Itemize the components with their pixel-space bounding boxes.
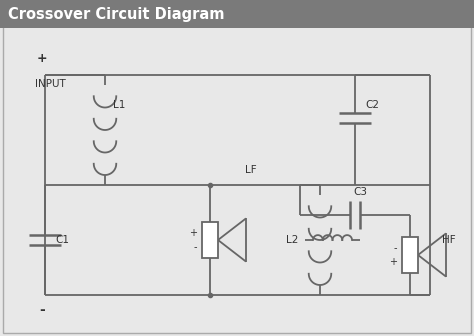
- Bar: [0, 0, 474, 28]
- Text: C1: C1: [55, 235, 69, 245]
- Text: L1: L1: [113, 100, 126, 110]
- Text: Crossover Circuit Diagram: Crossover Circuit Diagram: [8, 6, 225, 22]
- Text: INPUT: INPUT: [35, 79, 66, 89]
- Bar: [202, 222, 218, 258]
- Text: C3: C3: [353, 187, 367, 197]
- Bar: [402, 237, 418, 273]
- Text: LF: LF: [245, 165, 256, 175]
- Text: L2: L2: [286, 235, 298, 245]
- Text: +: +: [36, 52, 47, 65]
- Text: -: -: [393, 243, 397, 253]
- Text: -: -: [193, 242, 197, 252]
- Text: -: -: [39, 303, 45, 317]
- Text: +: +: [389, 257, 397, 267]
- Text: +: +: [189, 228, 197, 238]
- Text: HF: HF: [442, 235, 456, 245]
- Text: C2: C2: [365, 100, 379, 110]
